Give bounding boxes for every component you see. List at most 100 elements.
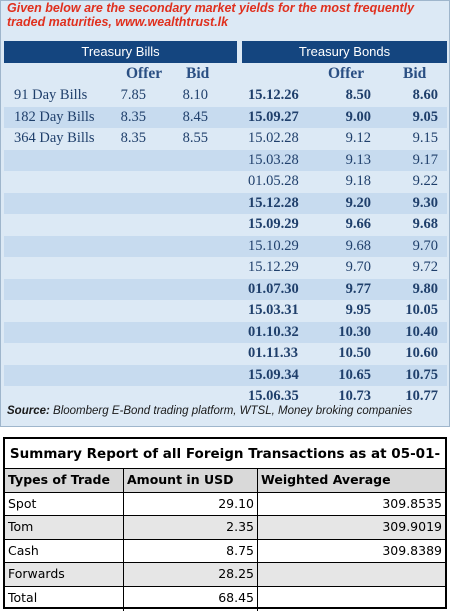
bond-bid: 10.05: [405, 302, 438, 318]
bond-bid: 9.15: [412, 130, 438, 146]
yield-row: 01.07.30 9.77 9.80: [4, 278, 447, 300]
treasury-bills-header: Treasury Bills: [4, 41, 237, 63]
bond-offer: 9.68: [345, 237, 371, 254]
bond-bid: 10.75: [405, 366, 438, 383]
trade-type: Spot: [5, 492, 124, 516]
bond-maturity: 15.10.29: [248, 237, 299, 254]
trade-average: 309.9019: [382, 519, 442, 535]
bond-maturity: 15.09.27: [248, 108, 299, 125]
bond-maturity: 15.03.28: [248, 151, 299, 168]
yield-rows: 91 Day Bills 7.85 8.10 15.12.26 8.50 8.60 182 …: [4, 85, 447, 408]
trade-average: 309.8389: [382, 542, 442, 558]
yield-row: 01.11.33 10.50 10.60: [4, 343, 447, 365]
col-header-type: Types of Trade: [5, 469, 124, 492]
bond-offer: 9.70: [345, 259, 371, 275]
bill-name: 91 Day Bills: [14, 87, 88, 103]
bill-bid: 8.45: [182, 108, 208, 125]
yield-row: 15.06.35 10.73 10.77: [4, 386, 447, 408]
bond-offer: 9.20: [345, 194, 371, 211]
foreign-transactions-table: Summary Report of all Foreign Transactio…: [3, 437, 447, 611]
bond-offer: 9.95: [345, 302, 371, 318]
bond-bid: 9.30: [412, 194, 438, 211]
trade-amount: 28.25: [124, 563, 258, 586]
treasury-bonds-header: Treasury Bonds: [242, 41, 447, 63]
summary-body: Spot 29.10 309.8535 Tom 2.35 309.9019 Cash 8.75…: [5, 492, 445, 611]
trade-average: [258, 563, 445, 586]
bond-bid: 9.70: [412, 237, 438, 254]
bond-bid: 10.40: [405, 323, 438, 340]
bond-maturity: 01.11.33: [248, 345, 298, 361]
summary-row: Forwards 28.25: [5, 563, 445, 587]
yield-row: 91 Day Bills 7.85 8.10 15.12.26 8.50 8.60: [4, 85, 447, 107]
bond-maturity: 15.09.34: [248, 366, 299, 383]
bond-maturity: 15.12.26: [248, 87, 299, 103]
trade-type: Forwards: [5, 563, 124, 586]
col-header-average: Weighted Average: [261, 472, 391, 487]
summary-row: Total 68.45: [5, 586, 445, 611]
bond-bid: 9.72: [412, 259, 438, 275]
bond-bid: 9.68: [412, 216, 438, 232]
bond-maturity: 15.02.28: [248, 130, 299, 146]
bill-bid: 8.55: [182, 130, 208, 146]
trade-amount: 8.75: [124, 539, 258, 563]
yield-row: 15.03.31 9.95 10.05: [4, 300, 447, 322]
trade-type: Total: [5, 586, 124, 611]
bond-offer: 8.50: [345, 87, 371, 103]
source-note: Source: Bloomberg E-Bond trading platfor…: [7, 404, 447, 418]
summary-row: Spot 29.10 309.8535: [5, 492, 445, 517]
bond-offer: 10.30: [338, 323, 371, 340]
bond-maturity: 01.07.30: [248, 280, 299, 297]
bonds-bid-header: Bid: [403, 65, 427, 82]
bond-offer: 10.50: [338, 345, 371, 361]
bond-offer: 9.66: [345, 216, 371, 232]
bill-name: 182 Day Bills: [14, 108, 95, 125]
bond-offer: 10.65: [338, 366, 371, 383]
bond-offer: 9.00: [345, 108, 371, 125]
trade-type: Cash: [5, 539, 124, 563]
summary-row: Cash 8.75 309.8389: [5, 539, 445, 564]
bond-offer: 9.13: [345, 151, 371, 168]
bond-offer: 10.73: [338, 388, 371, 404]
bond-offer: 9.18: [345, 173, 371, 189]
bills-offer-header: Offer: [126, 65, 163, 82]
bond-maturity: 15.09.29: [248, 216, 299, 232]
bond-bid: 9.80: [412, 280, 438, 297]
bond-maturity: 15.06.35: [248, 388, 299, 404]
yield-row: 364 Day Bills 8.35 8.55 15.02.28 9.12 9.15: [4, 128, 447, 150]
trade-average: [258, 587, 445, 611]
bond-maturity: 01.10.32: [248, 323, 299, 340]
bill-offer: 7.85: [120, 87, 146, 103]
source-text: Bloomberg E-Bond trading platform, WTSL,…: [49, 405, 413, 417]
yield-card: Given below are the secondary market yie…: [0, 0, 450, 427]
bond-offer: 9.12: [345, 130, 371, 146]
yield-row: 15.10.29 9.68 9.70: [4, 235, 447, 257]
bond-bid: 9.22: [412, 173, 438, 189]
yield-row: 15.03.28 9.13 9.17: [4, 149, 447, 171]
yield-row: 01.05.28 9.18 9.22: [4, 171, 447, 193]
summary-title: Summary Report of all Foreign Transactio…: [5, 439, 445, 492]
trade-amount: 2.35: [124, 516, 258, 539]
trade-amount: 68.45: [124, 586, 258, 611]
summary-header-row: Types of Trade Amount in USD Weighted Av…: [5, 469, 445, 493]
bond-bid: 8.60: [412, 87, 438, 103]
bill-bid: 8.10: [182, 87, 208, 103]
bill-offer: 8.35: [120, 108, 146, 125]
bond-maturity: 15.03.31: [248, 302, 299, 318]
trade-type: Tom: [5, 516, 124, 539]
col-header-amount: Amount in USD: [124, 469, 258, 492]
bond-maturity: 15.12.29: [248, 259, 299, 275]
yield-row: 15.09.29 9.66 9.68: [4, 214, 447, 236]
bills-bid-header: Bid: [186, 65, 210, 82]
bond-bid: 9.05: [412, 108, 438, 125]
bill-offer: 8.35: [120, 130, 146, 146]
yield-row: 15.09.34 10.65 10.75: [4, 364, 447, 386]
bonds-offer-header: Offer: [328, 65, 365, 82]
intro-text: Given below are the secondary market yie…: [7, 1, 415, 29]
bond-bid: 10.77: [405, 388, 438, 404]
source-label: Source:: [7, 405, 50, 417]
bond-bid: 9.17: [412, 151, 438, 168]
bond-bid: 10.60: [405, 345, 438, 361]
yield-row: 01.10.32 10.30 10.40: [4, 321, 447, 343]
bill-name: 364 Day Bills: [14, 130, 95, 146]
bond-maturity: 15.12.28: [248, 194, 299, 211]
